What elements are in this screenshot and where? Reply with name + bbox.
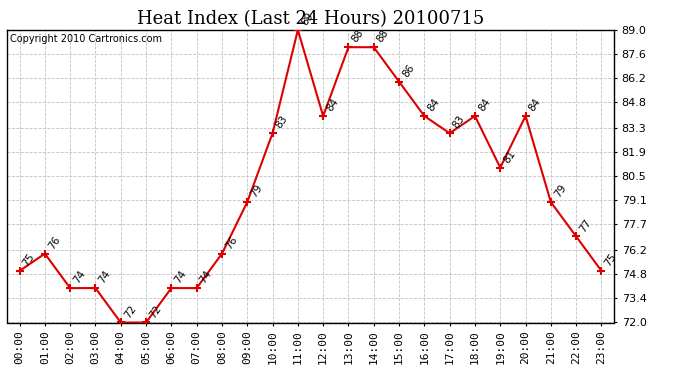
Text: 84: 84 (426, 97, 442, 113)
Text: 84: 84 (476, 97, 492, 113)
Text: 88: 88 (375, 28, 391, 44)
Text: 88: 88 (350, 28, 366, 44)
Text: 72: 72 (148, 303, 164, 320)
Text: 72: 72 (122, 303, 138, 320)
Text: 76: 76 (46, 234, 62, 251)
Text: 79: 79 (248, 183, 264, 199)
Text: 74: 74 (198, 269, 214, 285)
Text: 79: 79 (552, 183, 568, 199)
Text: 74: 74 (72, 269, 88, 285)
Text: 77: 77 (578, 217, 593, 234)
Text: 75: 75 (21, 252, 37, 268)
Text: 76: 76 (224, 234, 239, 251)
Text: 89: 89 (299, 10, 315, 27)
Text: 75: 75 (603, 252, 619, 268)
Text: 83: 83 (274, 114, 290, 130)
Text: 86: 86 (400, 62, 416, 79)
Text: 84: 84 (527, 97, 543, 113)
Text: 74: 74 (172, 269, 188, 285)
Text: 84: 84 (324, 97, 340, 113)
Text: 83: 83 (451, 114, 467, 130)
Text: Copyright 2010 Cartronics.com: Copyright 2010 Cartronics.com (10, 34, 162, 44)
Text: 74: 74 (97, 269, 112, 285)
Title: Heat Index (Last 24 Hours) 20100715: Heat Index (Last 24 Hours) 20100715 (137, 10, 484, 28)
Text: 81: 81 (502, 148, 518, 165)
